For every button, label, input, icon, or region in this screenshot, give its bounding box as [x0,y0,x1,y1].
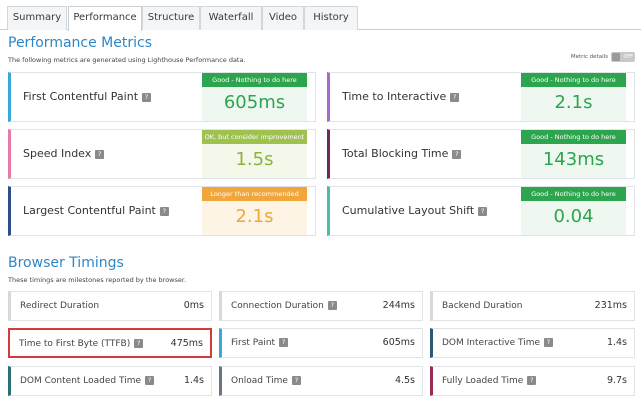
metric-details-label: Metric details [570,54,608,60]
help-icon[interactable]: ? [279,338,289,347]
metric-value: 1.5s [202,144,307,178]
timing-connection-duration: Connection Duration? 244ms [219,291,423,321]
metric-name: Total Blocking Time? [342,130,462,178]
timing-dom-interactive-time: DOM Interactive Time? 1.4s [430,328,635,358]
help-icon[interactable]: ? [95,149,105,159]
metric-grade-box: Good - Nothing to do here 605ms [202,73,307,121]
tab-bar: Summary Performance Structure Waterfall … [0,6,641,31]
status-badge: Longer than recommended [202,187,307,201]
timing-time-to-first-byte: Time to First Byte (TTFB)? 475ms [8,328,212,358]
timing-name: Backend Duration [442,301,523,311]
help-icon[interactable]: ? [145,376,155,385]
status-badge: Good - Nothing to do here [521,130,626,144]
metric-name: Cumulative Layout Shift? [342,187,488,235]
status-badge: OK, but consider improvement [202,130,307,144]
help-icon[interactable]: ? [478,206,488,216]
timing-value: 0ms [183,300,204,311]
tab-history[interactable]: History [304,6,358,30]
metric-value: 2.1s [202,201,307,235]
metric-speed-index: Speed Index? OK, but consider improvemen… [8,129,316,179]
timing-redirect-duration: Redirect Duration 0ms [8,291,212,321]
metric-time-to-interactive: Time to Interactive? Good - Nothing to d… [327,72,635,122]
metric-total-blocking-time: Total Blocking Time? Good - Nothing to d… [327,129,635,179]
timing-first-paint: First Paint? 605ms [219,328,423,358]
help-icon[interactable]: ? [544,338,554,347]
timing-backend-duration: Backend Duration 231ms [430,291,635,321]
timing-value: 1.4s [606,337,627,348]
timing-value: 231ms [594,300,627,311]
metric-grade-box: Good - Nothing to do here 0.04 [521,187,626,235]
tab-waterfall[interactable]: Waterfall [200,6,262,30]
metric-cumulative-layout-shift: Cumulative Layout Shift? Good - Nothing … [327,186,635,236]
timing-name: DOM Interactive Time? [442,329,554,357]
timing-name: Fully Loaded Time? [442,367,537,395]
timing-fully-loaded-time: Fully Loaded Time? 9.7s [430,366,635,396]
status-badge: Good - Nothing to do here [202,73,307,87]
metric-first-contentful-paint: First Contentful Paint? Good - Nothing t… [8,72,316,122]
help-icon[interactable]: ? [327,301,337,310]
timing-onload-time: Onload Time? 4.5s [219,366,423,396]
status-badge: Good - Nothing to do here [521,73,626,87]
timing-name: Connection Duration? [231,292,337,320]
metric-grade-box: Good - Nothing to do here 143ms [521,130,626,178]
timing-value: 9.7s [606,375,627,386]
help-icon[interactable]: ? [452,149,462,159]
help-icon[interactable]: ? [450,92,460,102]
metric-name: Speed Index? [23,130,105,178]
tab-video[interactable]: Video [262,6,304,30]
timing-name: Redirect Duration [20,301,100,311]
metric-value: 2.1s [521,87,626,121]
timing-value: 605ms [382,337,415,348]
tab-summary[interactable]: Summary [7,6,67,30]
tab-structure[interactable]: Structure [142,6,200,30]
timing-value: 1.4s [183,375,204,386]
help-icon[interactable]: ? [142,92,152,102]
help-icon[interactable]: ? [291,376,301,385]
timing-name: Onload Time? [231,367,301,395]
performance-metrics-subtitle: The following metrics are generated usin… [8,56,246,64]
metric-name: First Contentful Paint? [23,73,152,121]
timing-name: Time to First Byte (TTFB)? [19,330,144,358]
timing-name: First Paint? [231,329,289,357]
help-icon[interactable]: ? [527,376,537,385]
toggle-knob [612,53,620,61]
help-icon[interactable]: ? [159,206,169,216]
toggle-state-text: OFF [623,54,633,60]
status-badge: Good - Nothing to do here [521,187,626,201]
browser-timings-subtitle: These timings are milestones reported by… [8,276,187,284]
metric-grade-box: Longer than recommended 2.1s [202,187,307,235]
metric-grade-box: OK, but consider improvement 1.5s [202,130,307,178]
metric-details-toggle[interactable]: OFF [611,52,635,62]
metric-value: 605ms [202,87,307,121]
timing-name: DOM Content Loaded Time? [20,367,155,395]
metric-details-toggle-group: Metric details OFF [571,52,635,62]
browser-timings-title: Browser Timings [8,255,124,271]
metric-grade-box: Good - Nothing to do here 2.1s [521,73,626,121]
tab-performance[interactable]: Performance [68,6,142,31]
timing-value: 475ms [170,338,203,349]
timing-value: 4.5s [394,375,415,386]
metric-largest-contentful-paint: Largest Contentful Paint? Longer than re… [8,186,316,236]
metric-name: Time to Interactive? [342,73,460,121]
help-icon[interactable]: ? [134,339,144,348]
metric-name: Largest Contentful Paint? [23,187,169,235]
timing-dom-content-loaded-time: DOM Content Loaded Time? 1.4s [8,366,212,396]
metric-value: 0.04 [521,201,626,235]
performance-metrics-title: Performance Metrics [8,35,152,51]
timing-value: 244ms [382,300,415,311]
metric-value: 143ms [521,144,626,178]
